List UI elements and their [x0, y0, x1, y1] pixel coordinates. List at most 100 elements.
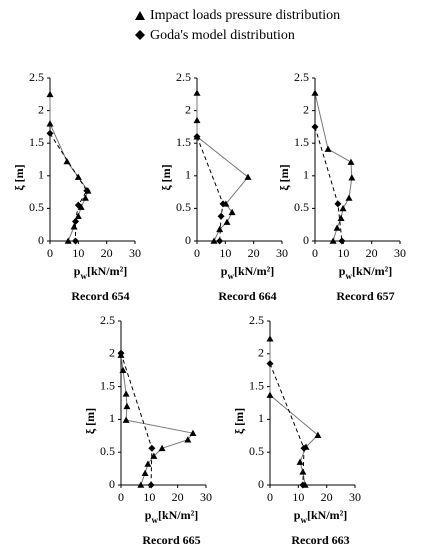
diamond-marker	[299, 481, 307, 489]
triangle-marker	[324, 145, 332, 152]
x-tick-label: 10	[219, 246, 231, 260]
x-axis-label-part: w	[345, 271, 352, 281]
y-tick-label: 0.5	[29, 200, 44, 214]
triangle-marker	[137, 481, 145, 488]
x-tick-label: 10	[143, 490, 155, 504]
triangle-marker	[193, 116, 201, 124]
x-tick-label: 20	[172, 490, 184, 504]
diamond-marker	[46, 129, 54, 137]
y-tick-label: 0	[109, 477, 115, 491]
triangle-marker	[329, 237, 337, 244]
x-tick-label: 20	[101, 246, 113, 260]
triangle-marker	[216, 225, 224, 233]
y-tick-label: 2	[38, 102, 44, 116]
y-tick-label: 1	[258, 411, 264, 425]
diamond-marker	[338, 237, 346, 245]
x-axis-label-part: [kN/m²]	[234, 264, 274, 278]
diamond-marker	[117, 349, 125, 357]
triangle-marker	[228, 208, 236, 216]
y-tick-label: 0	[258, 477, 264, 491]
diamond-marker	[147, 481, 155, 489]
x-tick-label: 10	[72, 246, 84, 260]
y-tick-label: 2.5	[294, 70, 309, 84]
triangle-marker	[266, 335, 274, 342]
diamond-marker	[74, 201, 82, 209]
diamond-marker	[334, 200, 342, 208]
series-line	[49, 94, 89, 242]
y-tick-label: 1.5	[176, 135, 191, 149]
triangle-marker	[348, 174, 356, 181]
triangle-marker	[122, 416, 130, 423]
triangle-marker	[184, 436, 192, 443]
diamond-marker	[219, 200, 227, 208]
series-line	[120, 355, 194, 486]
triangle-marker	[141, 469, 149, 476]
triangle-marker	[337, 214, 345, 221]
x-tick-label: 0	[118, 490, 124, 504]
triangle-marker	[189, 429, 197, 436]
x-axis-label-part: w	[227, 271, 234, 281]
x-tick-label: 30	[200, 490, 212, 504]
x-tick-label: 10	[337, 246, 349, 260]
x-axis-label-part: [kN/m²]	[87, 264, 127, 278]
x-axis-label: pw[kN/m²]	[74, 264, 127, 281]
y-tick-label: 0.5	[100, 444, 115, 458]
y-tick-label: 0.5	[176, 200, 191, 214]
y-axis-label: ξ [m]	[12, 164, 26, 190]
diamond-marker	[72, 217, 79, 225]
x-tick-label: 20	[366, 246, 378, 260]
triangle-marker	[70, 223, 78, 230]
x-tick-label: 30	[394, 246, 406, 260]
series-line	[269, 338, 319, 486]
diamond-marker	[83, 187, 91, 195]
y-tick-label: 0	[303, 233, 309, 247]
diamond-marker	[193, 133, 201, 141]
triangle-marker	[333, 224, 341, 231]
x-axis-label-part: [kN/m²]	[158, 508, 198, 522]
x-axis-label: pw[kN/m²]	[221, 264, 274, 281]
triangle-marker	[339, 204, 347, 212]
x-tick-label: 30	[349, 490, 361, 504]
x-axis-label-part: w	[80, 271, 87, 281]
x-tick-label: 20	[248, 246, 260, 260]
y-tick-label: 0	[38, 233, 44, 247]
y-axis-label: ξ [m]	[277, 164, 291, 190]
triangle-marker	[74, 212, 82, 220]
y-tick-label: 1.5	[100, 378, 115, 392]
series-line	[196, 92, 249, 242]
x-axis-label-part: p	[74, 264, 81, 278]
triangle-marker	[144, 460, 152, 467]
y-tick-label: 0.5	[294, 200, 309, 214]
triangle-marker	[123, 402, 131, 410]
x-axis-label: pw[kN/m²]	[145, 508, 198, 525]
triangle-marker	[193, 89, 201, 96]
triangle-marker	[46, 90, 54, 98]
triangle-marker	[311, 89, 319, 96]
series-line	[269, 363, 305, 486]
y-tick-label: 2	[109, 346, 115, 360]
series-line	[314, 92, 353, 242]
triangle-marker	[210, 237, 218, 244]
series-line	[196, 136, 224, 242]
y-tick-label: 2	[303, 102, 309, 116]
x-tick-label: 0	[194, 246, 200, 260]
triangle-marker	[150, 452, 158, 459]
y-tick-label: 2.5	[100, 313, 115, 327]
legend-diamond	[135, 30, 145, 40]
triangle-marker	[314, 431, 322, 438]
triangle-marker	[122, 390, 130, 397]
diamond-marker	[216, 237, 224, 245]
x-axis-label: pw[kN/m²]	[294, 508, 347, 525]
diamond-marker	[300, 444, 308, 452]
y-tick-label: 1.5	[294, 135, 309, 149]
diamond-marker	[148, 444, 156, 452]
diamond-marker	[72, 237, 79, 245]
triangle-marker	[223, 218, 231, 225]
x-axis-label: pw[kN/m²]	[339, 264, 392, 281]
triangle-marker	[345, 194, 353, 201]
chart-title: Record 664	[218, 289, 276, 303]
triangle-marker	[63, 157, 71, 165]
y-tick-label: 0.5	[249, 444, 264, 458]
x-tick-label: 0	[312, 246, 318, 260]
